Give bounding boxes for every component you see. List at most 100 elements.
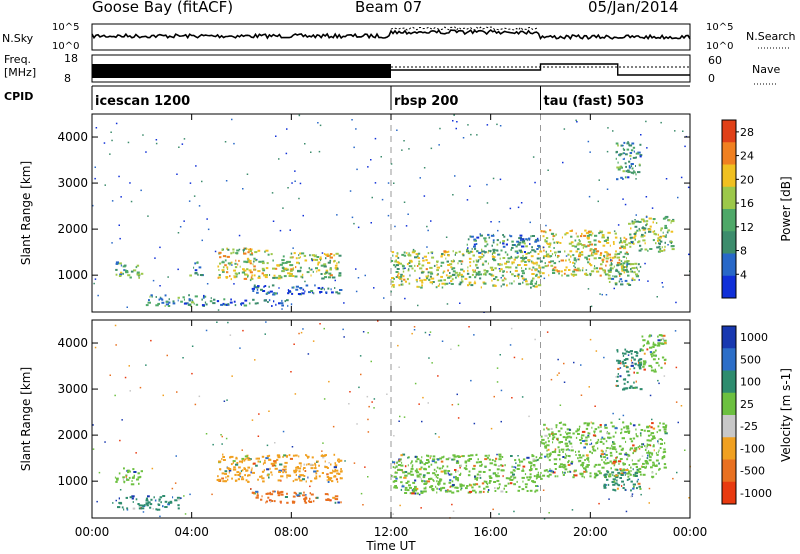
colorbar-tick-label: -500	[740, 465, 765, 478]
data-cell	[587, 230, 591, 233]
data-cell	[571, 229, 573, 232]
data-cell	[434, 473, 436, 476]
data-cell	[541, 266, 545, 269]
colorbar-tick-label: 1000	[740, 331, 768, 344]
data-cell	[290, 268, 294, 271]
data-cell	[621, 269, 624, 272]
data-cell	[209, 300, 213, 303]
data-cell	[411, 492, 415, 495]
data-cell	[587, 424, 589, 427]
data-cell	[525, 283, 529, 286]
scatter-cell	[398, 420, 400, 422]
scatter-cell	[275, 135, 277, 137]
data-cell	[317, 261, 321, 264]
data-cell	[616, 256, 620, 259]
data-cell	[572, 261, 574, 264]
data-cell	[460, 464, 462, 467]
scatter-cell	[687, 186, 690, 189]
scatter-cell	[225, 180, 228, 182]
data-cell	[657, 335, 659, 338]
scatter-cell	[645, 120, 647, 123]
data-cell	[335, 252, 339, 255]
data-cell	[478, 251, 482, 254]
data-cell	[531, 249, 535, 252]
data-cell	[554, 269, 558, 272]
scatter-cell	[278, 158, 280, 160]
colorbar-segment	[722, 348, 736, 371]
data-cell	[611, 444, 613, 447]
data-patch	[603, 468, 642, 492]
data-cell	[546, 242, 548, 245]
scatter-cell	[362, 331, 365, 333]
y-tick-label: 3000	[57, 382, 88, 396]
data-cell	[582, 267, 584, 269]
data-cell	[627, 176, 630, 179]
scatter-cell	[456, 393, 458, 396]
scatter-cell	[680, 405, 683, 407]
data-cell	[298, 467, 302, 470]
data-cell	[619, 251, 622, 254]
data-cell	[585, 436, 588, 439]
y-tick-label: 1000	[57, 474, 88, 488]
data-cell	[625, 238, 628, 241]
data-cell	[436, 269, 439, 272]
scatter-cell	[427, 402, 429, 404]
data-cell	[626, 381, 629, 384]
x-tick-label: 12:00	[374, 525, 409, 539]
data-cell	[466, 485, 469, 487]
data-cell	[315, 472, 318, 475]
data-cell	[433, 480, 435, 482]
data-cell	[635, 463, 638, 465]
data-cell	[129, 276, 132, 279]
scatter-cell	[110, 131, 112, 133]
data-cell	[415, 253, 419, 256]
data-cell	[227, 475, 230, 478]
data-cell	[612, 462, 616, 465]
data-cell	[412, 488, 416, 490]
data-cell	[623, 148, 626, 151]
scatter-cell	[357, 226, 360, 229]
data-cell	[260, 498, 263, 501]
data-cell	[149, 503, 153, 506]
scatter-cell	[194, 403, 197, 406]
data-cell	[632, 437, 636, 440]
data-cell	[647, 434, 650, 437]
data-cell	[628, 454, 631, 457]
data-cell	[546, 449, 548, 452]
scatter-cell	[662, 286, 664, 288]
scatter-cell	[109, 374, 111, 376]
data-cell	[509, 282, 511, 285]
data-cell	[633, 278, 636, 281]
data-cell	[224, 259, 227, 262]
scatter-cell	[688, 253, 690, 256]
scatter-cell	[115, 344, 117, 346]
data-cell	[611, 481, 615, 483]
data-cell	[551, 431, 554, 434]
data-cell	[441, 486, 446, 489]
scatter-cell	[625, 510, 628, 513]
data-cell	[632, 222, 635, 225]
data-cell	[529, 473, 532, 476]
data-cell	[502, 234, 504, 236]
data-cell	[398, 284, 401, 287]
data-cell	[557, 255, 560, 257]
data-cell	[635, 434, 637, 437]
data-cell	[249, 262, 252, 265]
data-cell	[229, 275, 231, 278]
data-cell	[441, 282, 445, 285]
data-cell	[601, 259, 604, 262]
data-cell	[426, 459, 430, 461]
scatter-cell	[251, 419, 254, 421]
scatter-cell	[319, 323, 321, 325]
data-cell	[338, 473, 341, 475]
data-cell	[408, 484, 410, 487]
data-cell	[397, 460, 401, 463]
data-cell	[403, 251, 406, 254]
data-cell	[637, 459, 640, 462]
data-cell	[338, 460, 340, 463]
date-label: 05/Jan/2014	[588, 0, 679, 16]
data-cell	[253, 286, 257, 289]
data-cell	[609, 475, 611, 478]
colorbar-segment	[722, 481, 736, 505]
data-cell	[404, 474, 408, 477]
